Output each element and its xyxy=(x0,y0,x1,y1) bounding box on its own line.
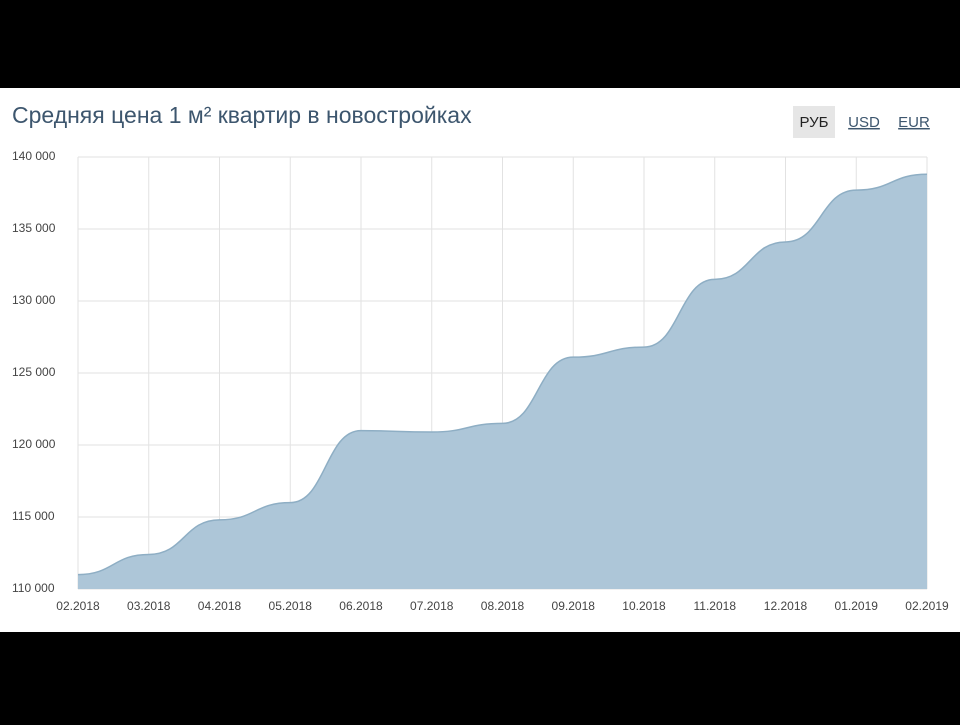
y-tick-label: 120 000 xyxy=(12,437,56,451)
y-tick-label: 125 000 xyxy=(12,365,56,379)
x-tick-label: 03.2018 xyxy=(127,599,171,613)
currency-button[interactable]: USD xyxy=(848,114,880,131)
currency-button[interactable]: EUR xyxy=(898,114,930,131)
area xyxy=(78,174,927,589)
x-tick-label: 07.2018 xyxy=(410,599,454,613)
chart-title: Средняя цена 1 м² квартир в новостройках xyxy=(12,102,472,128)
y-tick-label: 110 000 xyxy=(12,581,55,595)
x-tick-label: 04.2018 xyxy=(198,599,242,613)
y-tick-label: 140 000 xyxy=(12,149,56,163)
x-tick-label: 05.2018 xyxy=(269,599,313,613)
x-tick-label: 11.2018 xyxy=(694,599,737,613)
y-tick-label: 115 000 xyxy=(12,509,55,523)
currency-button[interactable]: РУБ xyxy=(799,114,828,131)
x-tick-label: 06.2018 xyxy=(339,599,383,613)
y-tick-label: 135 000 xyxy=(12,221,56,235)
x-tick-label: 02.2019 xyxy=(905,599,949,613)
x-tick-label: 10.2018 xyxy=(622,599,666,613)
x-tick-label: 01.2019 xyxy=(835,599,879,613)
y-tick-label: 130 000 xyxy=(12,293,56,307)
x-tick-label: 09.2018 xyxy=(552,599,596,613)
currency-button-bg xyxy=(793,106,835,138)
x-tick-label: 12.2018 xyxy=(764,599,808,613)
line xyxy=(77,173,928,576)
x-tick-label: 02.2018 xyxy=(56,599,100,613)
x-tick-label: 08.2018 xyxy=(481,599,525,613)
